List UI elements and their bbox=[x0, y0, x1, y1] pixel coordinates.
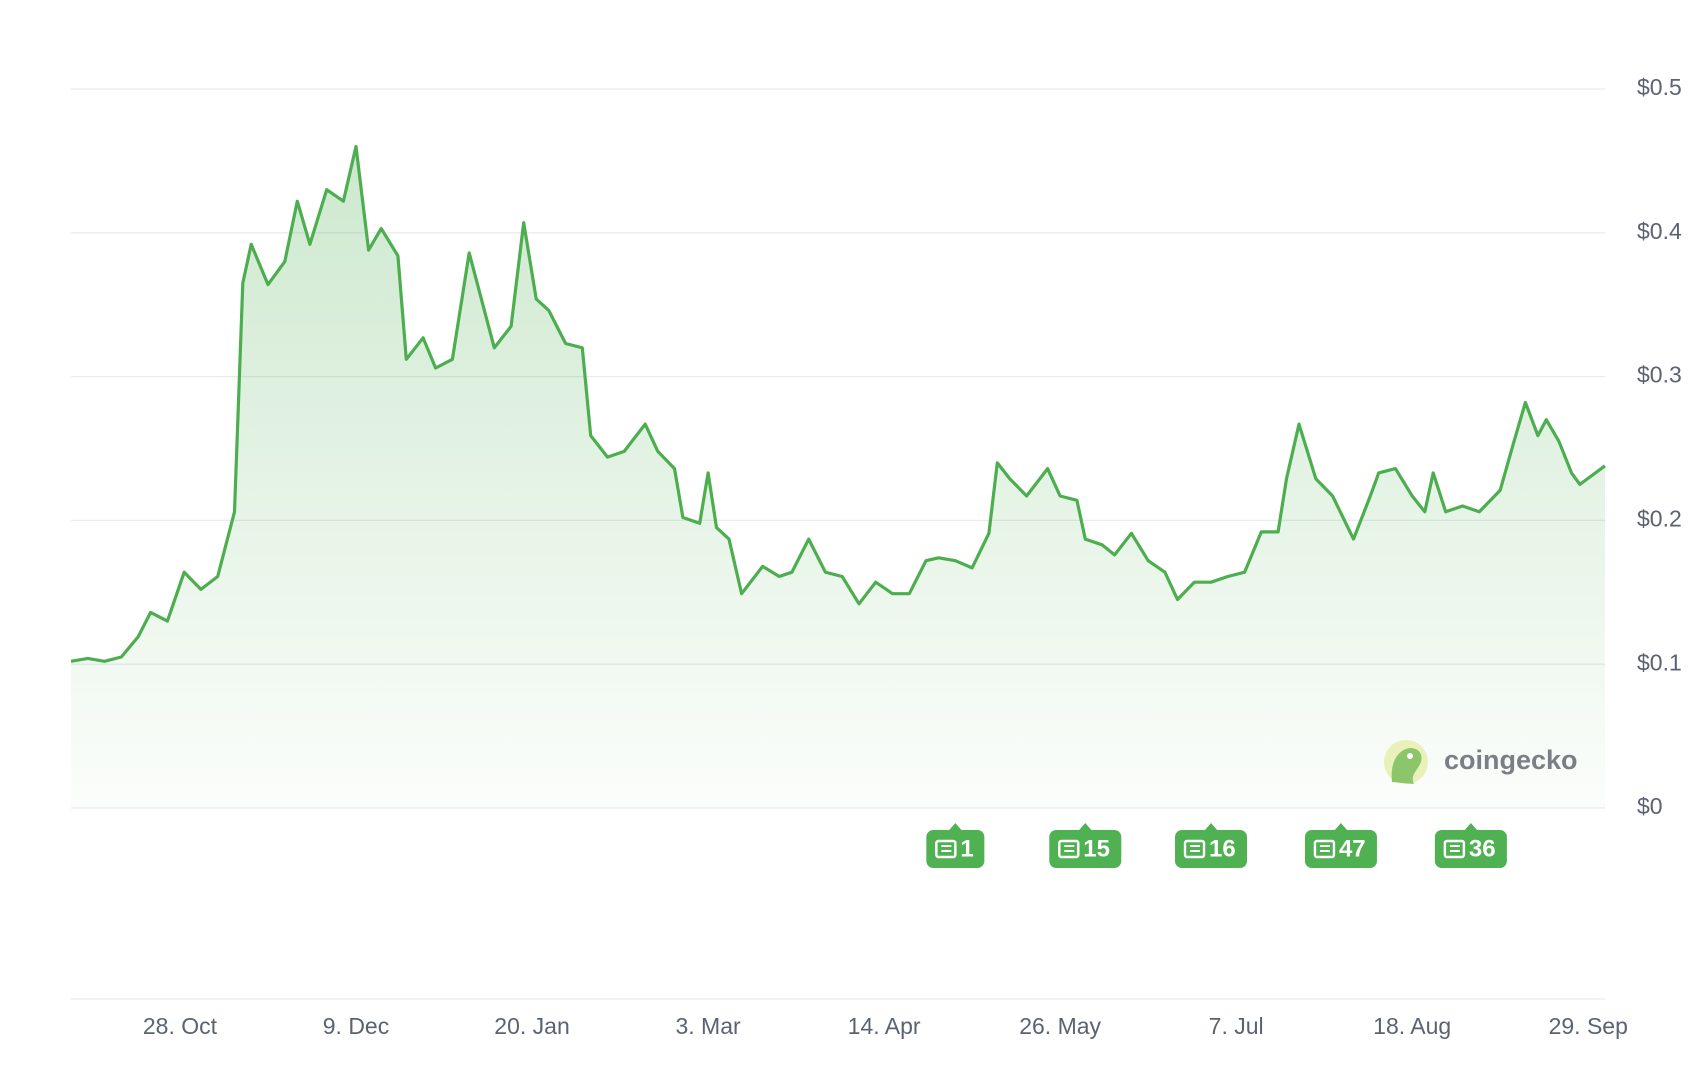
x-tick-label: 18. Aug bbox=[1373, 1013, 1451, 1039]
x-tick-label: 9. Dec bbox=[323, 1013, 389, 1039]
y-tick-label: $0.1 bbox=[1637, 649, 1682, 675]
badge-icon bbox=[935, 839, 957, 859]
x-tick-label: 7. Jul bbox=[1209, 1013, 1264, 1039]
news-badges: 1 15 16 47 36 bbox=[926, 823, 1507, 868]
y-tick-label: $0.5 bbox=[1637, 74, 1682, 100]
x-tick-label: 20. Jan bbox=[494, 1013, 569, 1039]
y-tick-label: $0.2 bbox=[1637, 505, 1682, 531]
y-tick-label: $0.3 bbox=[1637, 362, 1682, 388]
badge-body bbox=[1175, 830, 1248, 868]
watermark-text: coingecko bbox=[1444, 745, 1578, 775]
badge-pointer bbox=[1463, 823, 1478, 831]
badge-body bbox=[1049, 830, 1122, 868]
logo-eye bbox=[1407, 753, 1413, 759]
badge-icon bbox=[1183, 839, 1206, 859]
plot-area bbox=[70, 144, 1606, 808]
badge-pointer bbox=[1078, 823, 1093, 831]
price-area bbox=[71, 146, 1605, 808]
x-tick-label: 14. Apr bbox=[848, 1013, 921, 1039]
badge-count: 1 bbox=[960, 835, 973, 862]
x-tick-label: 26. May bbox=[1019, 1013, 1101, 1039]
watermark: coingecko bbox=[1384, 740, 1578, 784]
news-badge[interactable]: 15 bbox=[1049, 823, 1122, 868]
badge-count: 36 bbox=[1469, 835, 1496, 862]
news-badge[interactable]: 16 bbox=[1175, 823, 1248, 868]
y-tick-label: $0.4 bbox=[1637, 218, 1682, 244]
badge-pointer bbox=[948, 823, 963, 831]
badge-icon bbox=[1443, 839, 1466, 859]
badge-count: 47 bbox=[1339, 835, 1366, 862]
x-tick-label: 29. Sep bbox=[1549, 1013, 1628, 1039]
badge-count: 16 bbox=[1209, 835, 1236, 862]
axes: $0 $0.1 $0.2 $0.3 $0.4 $0.5 28. Oct 9. Dec 20. J… bbox=[71, 74, 1682, 1039]
news-badge[interactable]: 47 bbox=[1304, 823, 1377, 868]
x-tick-label: 28. Oct bbox=[143, 1013, 218, 1039]
x-tick-label: 3. Mar bbox=[675, 1013, 741, 1039]
news-badge[interactable]: 36 bbox=[1434, 823, 1507, 868]
y-tick-label: $0 bbox=[1637, 793, 1663, 819]
price-line bbox=[70, 144, 1606, 663]
badge-icon bbox=[1058, 839, 1080, 859]
logo-gecko bbox=[1391, 748, 1422, 784]
badge-pointer bbox=[1204, 823, 1219, 831]
badge-icon bbox=[1313, 839, 1336, 859]
badge-body bbox=[1434, 830, 1507, 868]
badge-count: 15 bbox=[1083, 835, 1110, 862]
badge-body bbox=[1304, 830, 1377, 868]
badge-pointer bbox=[1333, 823, 1348, 831]
news-badge[interactable]: 1 bbox=[926, 823, 985, 868]
